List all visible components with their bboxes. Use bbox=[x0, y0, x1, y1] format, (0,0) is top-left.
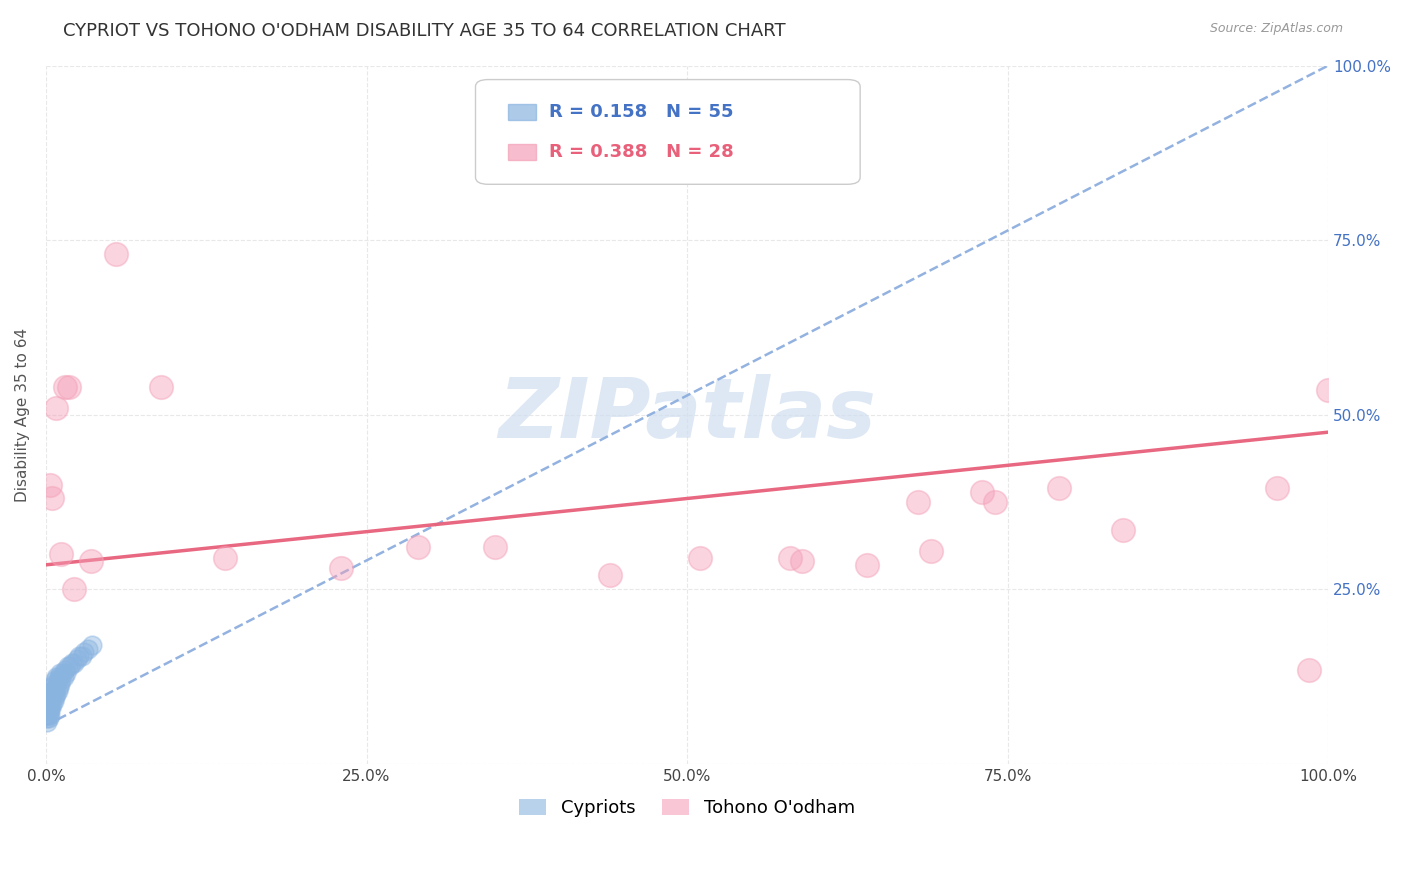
Point bbox=[53, 663, 76, 677]
Point bbox=[38, 477, 60, 491]
Point bbox=[66, 652, 89, 666]
Point bbox=[38, 694, 60, 708]
Point bbox=[779, 550, 801, 565]
FancyBboxPatch shape bbox=[508, 145, 536, 160]
Point bbox=[855, 558, 877, 572]
Point bbox=[45, 687, 67, 701]
Point bbox=[37, 701, 59, 715]
Point bbox=[37, 711, 59, 725]
Point bbox=[82, 638, 104, 652]
Point bbox=[45, 680, 67, 694]
Point bbox=[53, 380, 76, 394]
Point bbox=[37, 714, 59, 729]
Text: R = 0.388   N = 28: R = 0.388 N = 28 bbox=[548, 143, 734, 161]
Point bbox=[38, 694, 60, 708]
Point bbox=[984, 495, 1007, 509]
Point bbox=[689, 550, 711, 565]
Point bbox=[150, 380, 173, 394]
Point bbox=[792, 554, 814, 568]
Point bbox=[44, 673, 66, 687]
Point bbox=[42, 694, 65, 708]
Point bbox=[41, 698, 63, 712]
Point bbox=[60, 656, 83, 670]
Point bbox=[58, 380, 80, 394]
Point bbox=[1298, 663, 1320, 677]
Point bbox=[970, 484, 993, 499]
Point bbox=[484, 541, 506, 555]
Point bbox=[39, 687, 62, 701]
Point bbox=[37, 698, 59, 712]
Point bbox=[63, 582, 86, 597]
Point bbox=[38, 708, 60, 723]
Point bbox=[59, 659, 82, 673]
Point bbox=[46, 683, 69, 698]
Point bbox=[42, 687, 65, 701]
Point bbox=[55, 666, 77, 681]
Point bbox=[46, 673, 69, 687]
Point bbox=[52, 669, 75, 683]
Point bbox=[39, 694, 62, 708]
Point bbox=[105, 247, 128, 261]
Point bbox=[73, 645, 96, 659]
Point bbox=[80, 554, 103, 568]
Point bbox=[44, 690, 66, 705]
Point bbox=[41, 690, 63, 705]
Point bbox=[38, 687, 60, 701]
Point bbox=[42, 676, 65, 690]
Point bbox=[51, 547, 73, 561]
Point bbox=[1047, 481, 1070, 495]
Point bbox=[44, 683, 66, 698]
Point bbox=[38, 705, 60, 719]
Point bbox=[38, 708, 60, 723]
Point bbox=[38, 701, 60, 715]
Point bbox=[49, 666, 72, 681]
Legend: Cypriots, Tohono O'odham: Cypriots, Tohono O'odham bbox=[512, 792, 862, 824]
FancyBboxPatch shape bbox=[508, 104, 536, 120]
Text: CYPRIOT VS TOHONO O'ODHAM DISABILITY AGE 35 TO 64 CORRELATION CHART: CYPRIOT VS TOHONO O'ODHAM DISABILITY AGE… bbox=[63, 22, 786, 40]
Point bbox=[48, 669, 70, 683]
Text: ZIPatlas: ZIPatlas bbox=[498, 375, 876, 455]
Point bbox=[37, 705, 59, 719]
Point bbox=[406, 541, 429, 555]
Point bbox=[1317, 384, 1340, 398]
Point bbox=[37, 708, 59, 723]
Y-axis label: Disability Age 35 to 64: Disability Age 35 to 64 bbox=[15, 327, 30, 502]
Point bbox=[45, 669, 67, 683]
Point bbox=[45, 401, 67, 415]
Point bbox=[599, 568, 621, 582]
Point bbox=[77, 641, 100, 656]
Point bbox=[39, 683, 62, 698]
Point bbox=[39, 701, 62, 715]
Point bbox=[67, 648, 90, 663]
FancyBboxPatch shape bbox=[475, 79, 860, 185]
Point bbox=[70, 648, 93, 663]
Point bbox=[38, 698, 60, 712]
Point bbox=[41, 680, 63, 694]
Point bbox=[1265, 481, 1288, 495]
Point bbox=[329, 561, 352, 575]
Point bbox=[38, 701, 60, 715]
Point bbox=[38, 711, 60, 725]
Text: R = 0.158   N = 55: R = 0.158 N = 55 bbox=[548, 103, 733, 121]
Point bbox=[214, 550, 236, 565]
Point bbox=[907, 495, 929, 509]
Point bbox=[49, 676, 72, 690]
Text: Source: ZipAtlas.com: Source: ZipAtlas.com bbox=[1209, 22, 1343, 36]
Point bbox=[56, 659, 79, 673]
Point bbox=[41, 491, 63, 506]
Point bbox=[48, 680, 70, 694]
Point bbox=[920, 544, 942, 558]
Point bbox=[1112, 523, 1135, 537]
Point bbox=[51, 673, 73, 687]
Point bbox=[52, 666, 75, 681]
Point bbox=[38, 690, 60, 705]
Point bbox=[41, 683, 63, 698]
Point bbox=[63, 656, 86, 670]
